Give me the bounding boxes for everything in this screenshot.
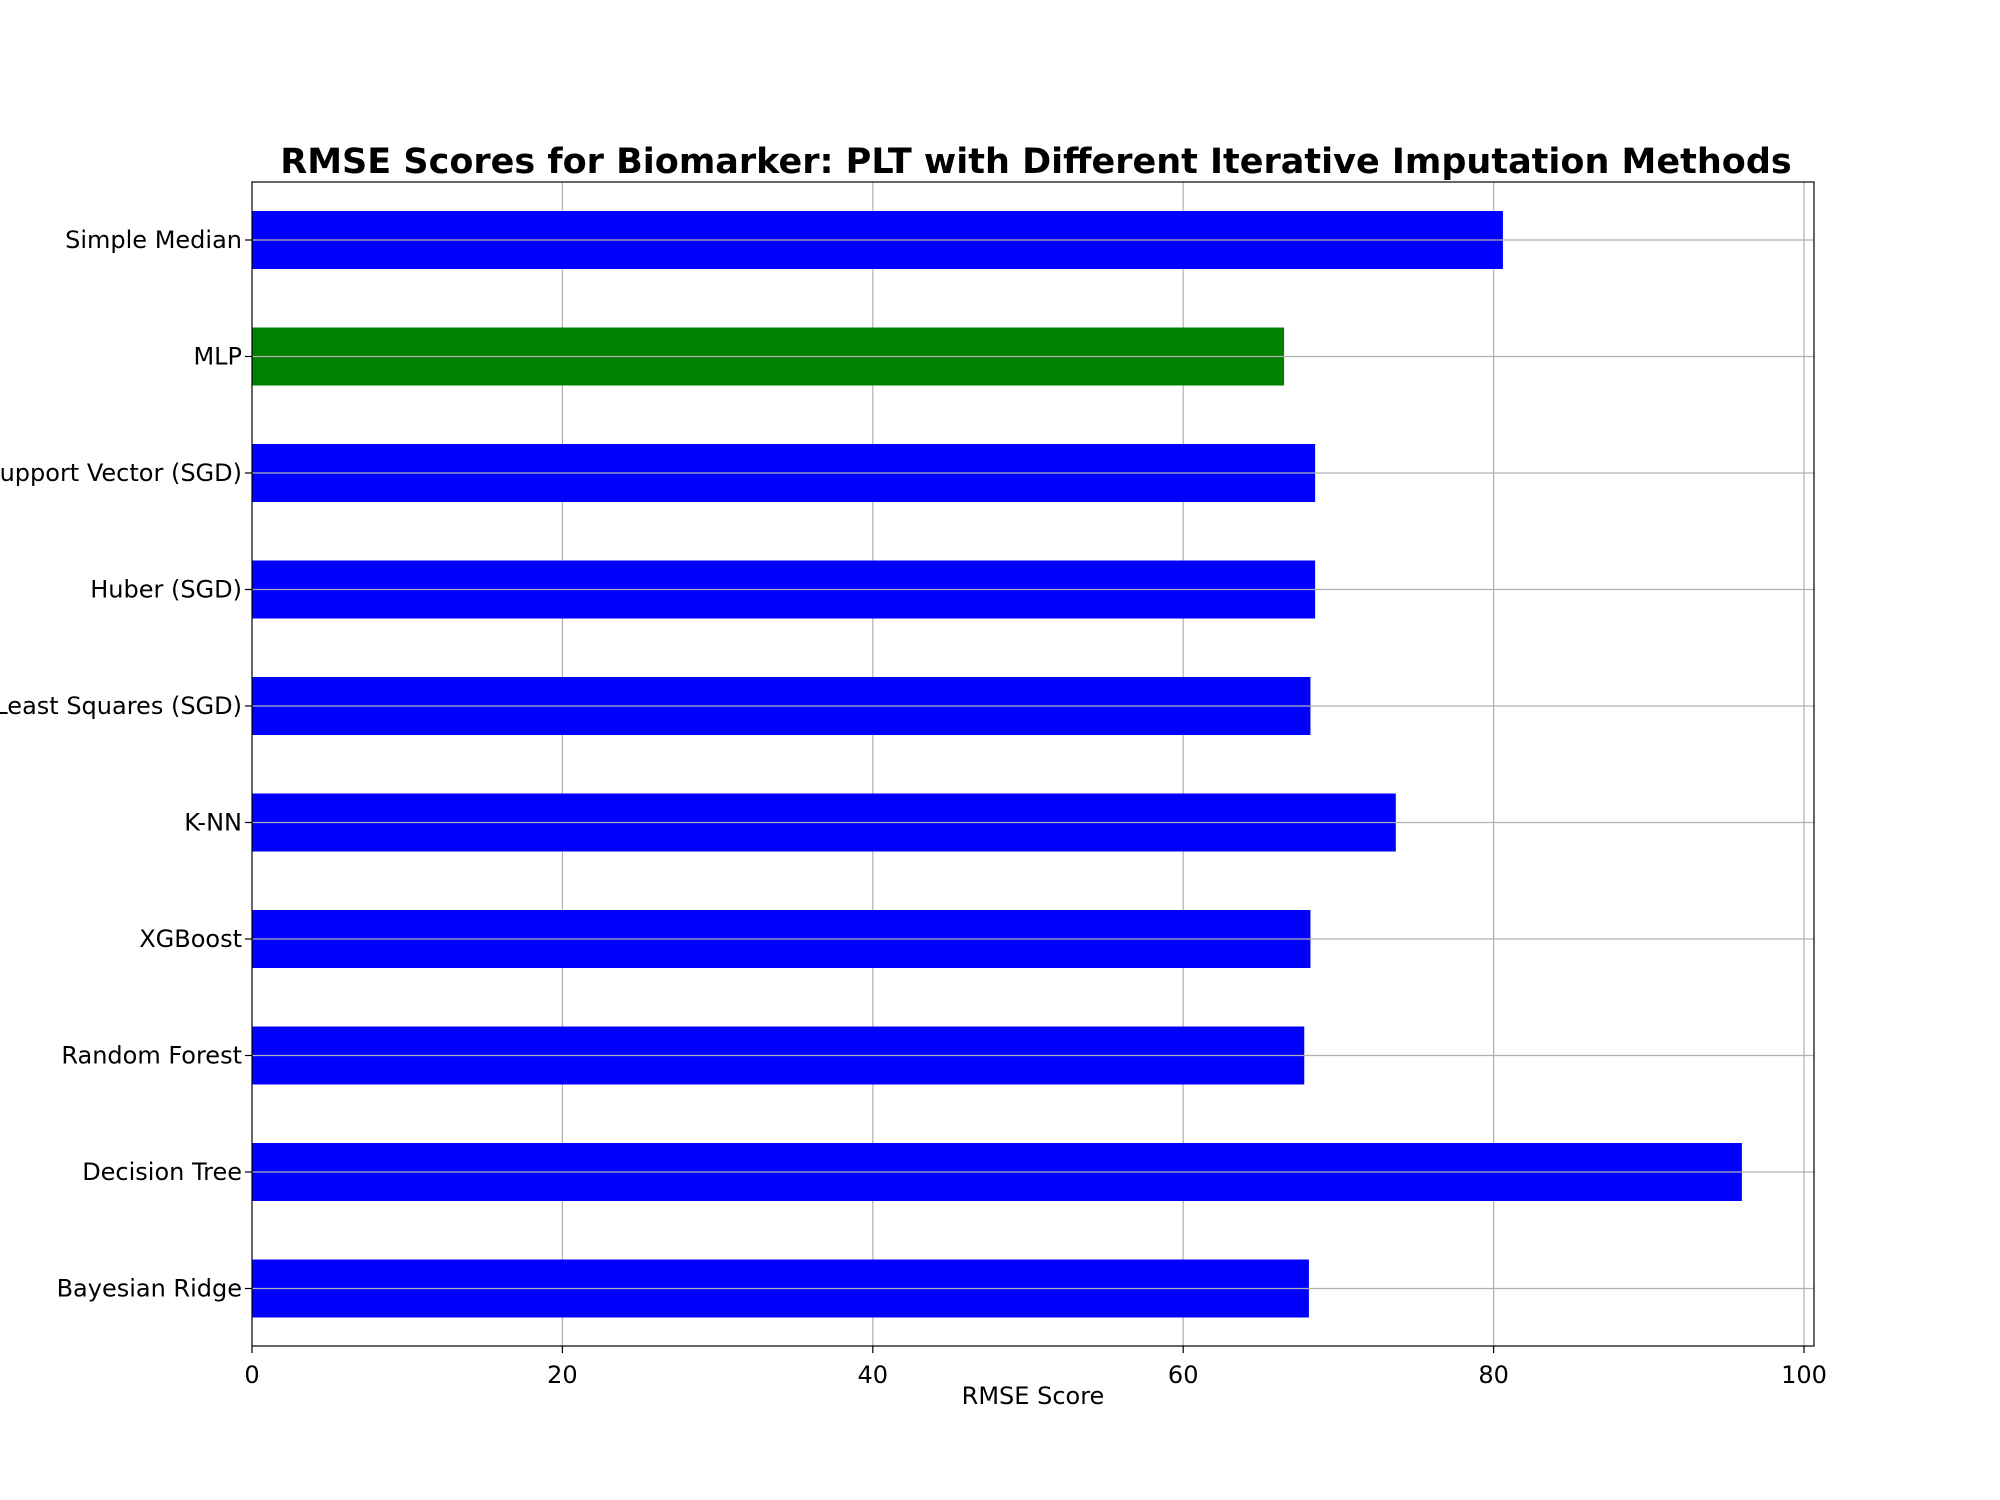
bars	[252, 211, 1742, 1318]
x-tick-label: 80	[1478, 1361, 1509, 1389]
y-tick-label: K-NN	[184, 809, 242, 837]
y-tick-label: Least Squares (SGD)	[0, 692, 242, 720]
y-tick-label: Decision Tree	[82, 1158, 242, 1186]
grid-lines-overlay	[252, 239, 1814, 1290]
y-tick-label: Support Vector (SGD)	[0, 459, 242, 487]
x-axis-ticks: 0 20 40 60 80 100	[244, 1346, 1827, 1389]
x-tick-label: 100	[1781, 1361, 1827, 1389]
x-tick-label: 20	[547, 1361, 578, 1389]
x-tick-label: 40	[858, 1361, 889, 1389]
y-tick-label: MLP	[193, 343, 242, 371]
y-tick-label: Random Forest	[61, 1042, 242, 1070]
plot-frame	[251, 181, 1815, 1347]
x-axis-label: RMSE Score	[962, 1382, 1105, 1410]
y-tick-label: Huber (SGD)	[90, 576, 242, 604]
y-tick-label: Simple Median	[65, 226, 242, 254]
x-tick-label: 0	[244, 1361, 259, 1389]
y-tick-label: XGBoost	[139, 925, 242, 953]
x-tick-label: 60	[1168, 1361, 1199, 1389]
y-axis-ticks: Simple Median MLP Support Vector (SGD) Hube…	[0, 226, 252, 1303]
y-tick-label: Bayesian Ridge	[57, 1275, 242, 1303]
chart-title: RMSE Scores for Biomarker: PLT with Diff…	[280, 142, 1791, 182]
